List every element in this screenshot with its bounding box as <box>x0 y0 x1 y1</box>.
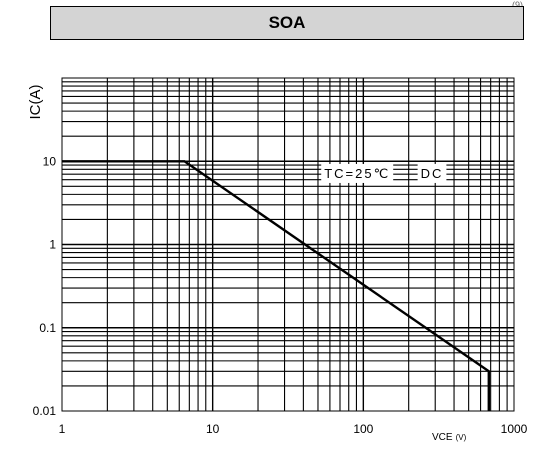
y-tick-label: 10 <box>43 154 57 168</box>
annotation: TC=25℃ <box>321 163 394 183</box>
chart-title-bar: SOA <box>50 6 524 40</box>
y-tick-label: 1 <box>49 238 56 252</box>
series-lines <box>62 160 490 411</box>
plot-frame <box>61 77 515 412</box>
chart-title: SOA <box>268 13 306 32</box>
annotation-background <box>417 163 447 183</box>
y-tick-label: 0.1 <box>39 321 56 335</box>
annotation-background <box>321 163 394 183</box>
annotations: TC=25℃ DC <box>321 163 447 183</box>
annotation-text: DC <box>421 166 444 181</box>
annotation: DC <box>417 163 447 183</box>
tick-labels: 1 10 100 1000 0.01 0.1 1 10 <box>33 154 528 436</box>
y-tick-label: 0.01 <box>33 404 57 418</box>
annotation-text: TC=25℃ <box>324 166 390 181</box>
soa-boundary-line <box>62 160 490 411</box>
x-tick-label: 10 <box>206 422 220 436</box>
y-axis-label: IC(A) <box>27 85 44 120</box>
x-axis-label: VCE (V) <box>432 432 467 443</box>
x-tick-label: 1 <box>59 422 66 436</box>
grid-lines <box>62 78 514 411</box>
x-tick-label: 100 <box>353 422 373 436</box>
x-tick-label: 1000 <box>501 422 528 436</box>
page-corner-mark: (9) <box>512 0 523 10</box>
